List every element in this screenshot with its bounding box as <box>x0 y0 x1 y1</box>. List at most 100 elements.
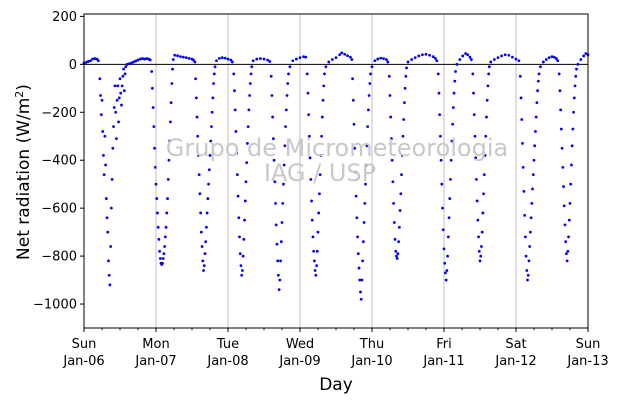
data-point-0-68 <box>158 249 162 253</box>
x-tick-day-5: Fri <box>436 337 452 352</box>
data-point-0-390 <box>539 65 542 69</box>
x-tick-day-0: Sun <box>72 337 97 352</box>
data-point-0-368 <box>522 189 526 193</box>
data-point-0-358 <box>503 53 507 57</box>
data-point-0-139 <box>237 216 241 220</box>
data-point-0-135 <box>234 130 238 133</box>
data-point-0-375 <box>527 259 531 263</box>
data-point-0-219 <box>323 72 326 76</box>
data-point-0-331 <box>472 91 475 95</box>
data-point-0-352 <box>487 72 491 76</box>
data-point-0-50 <box>136 58 140 62</box>
data-point-0-109 <box>202 264 206 268</box>
data-point-0-169 <box>273 180 277 184</box>
data-point-0-129 <box>226 57 230 61</box>
x-tick-date-0: Jan-06 <box>62 354 104 369</box>
data-point-0-229 <box>350 58 354 61</box>
data-point-0-269 <box>392 201 395 205</box>
x-tick-date-4: Jan-10 <box>350 354 392 369</box>
data-point-0-21 <box>107 273 111 277</box>
x-tick-day-4: Thu <box>359 337 384 352</box>
data-point-0-216 <box>320 115 324 119</box>
x-tick-day-6: Sat <box>505 337 526 352</box>
data-point-0-321 <box>453 79 457 83</box>
data-point-0-106 <box>200 245 204 248</box>
data-point-0-299 <box>437 91 441 95</box>
data-point-0-308 <box>444 271 447 275</box>
data-point-0-150 <box>245 161 249 165</box>
data-point-0-130 <box>229 58 233 62</box>
data-point-0-228 <box>349 55 352 59</box>
data-point-0-118 <box>209 139 213 143</box>
data-point-0-378 <box>529 216 533 220</box>
data-point-0-146 <box>242 237 246 241</box>
data-point-0-252 <box>367 108 370 112</box>
data-point-0-69 <box>158 257 162 260</box>
x-tick-day-7: Sun <box>576 337 601 352</box>
data-point-0-205 <box>313 259 316 263</box>
data-point-0-389 <box>537 72 541 76</box>
data-point-0-360 <box>511 55 514 59</box>
data-point-0-49 <box>134 59 138 63</box>
data-point-0-330 <box>471 72 475 76</box>
data-point-0-356 <box>496 56 500 60</box>
data-point-0-101 <box>197 154 200 157</box>
data-point-0-407 <box>564 240 568 244</box>
data-point-0-227 <box>346 54 349 58</box>
data-point-0-184 <box>284 125 287 129</box>
data-point-0-287 <box>405 66 408 70</box>
data-point-0-2 <box>86 60 90 63</box>
data-point-0-357 <box>500 54 503 58</box>
data-point-0-272 <box>394 249 398 253</box>
data-point-0-11 <box>100 98 104 102</box>
data-point-0-77 <box>164 225 168 229</box>
data-point-0-212 <box>318 192 321 196</box>
data-point-0-422 <box>575 67 578 71</box>
data-point-0-104 <box>199 211 203 215</box>
data-point-0-126 <box>217 56 221 60</box>
data-point-0-419 <box>572 96 576 100</box>
data-point-0-291 <box>417 54 421 58</box>
data-point-0-189 <box>288 65 292 69</box>
data-point-0-393 <box>547 56 551 60</box>
data-point-0-249 <box>364 163 368 167</box>
x-tick-day-2: Tue <box>216 337 239 352</box>
data-point-0-80 <box>166 177 170 181</box>
data-point-0-233 <box>353 146 357 150</box>
data-point-0-131 <box>230 60 234 64</box>
data-point-0-15 <box>103 134 107 138</box>
data-point-0-329 <box>469 58 473 61</box>
data-point-0-336 <box>475 199 479 203</box>
data-point-0-386 <box>535 101 539 105</box>
y-tick-label-0: 200 <box>52 10 77 25</box>
data-point-0-385 <box>534 115 538 119</box>
data-point-0-373 <box>526 278 529 282</box>
data-point-0-243 <box>360 278 364 282</box>
data-point-0-35 <box>117 96 121 100</box>
data-point-0-199 <box>308 156 312 160</box>
data-point-0-13 <box>102 154 105 157</box>
data-point-0-246 <box>362 221 366 224</box>
data-point-0-421 <box>574 74 578 78</box>
data-point-0-298 <box>436 72 440 76</box>
data-point-0-200 <box>309 177 313 181</box>
data-point-0-238 <box>356 252 360 256</box>
data-point-0-156 <box>249 72 253 76</box>
data-point-0-116 <box>207 168 211 172</box>
data-point-0-86 <box>171 67 174 71</box>
data-point-0-338 <box>477 235 480 239</box>
data-point-0-314 <box>448 197 452 200</box>
data-point-0-345 <box>482 192 485 196</box>
data-point-0-105 <box>199 230 203 234</box>
data-point-0-294 <box>428 53 431 57</box>
y-axis-title-main: Net radiation (W/m <box>14 98 34 260</box>
data-point-0-89 <box>176 54 180 58</box>
data-point-0-127 <box>220 56 224 60</box>
data-point-0-178 <box>279 240 283 244</box>
data-point-0-270 <box>392 221 396 224</box>
data-point-0-196 <box>306 91 310 95</box>
data-point-0-179 <box>280 221 284 224</box>
data-point-0-381 <box>531 173 535 176</box>
data-point-0-180 <box>281 201 285 205</box>
